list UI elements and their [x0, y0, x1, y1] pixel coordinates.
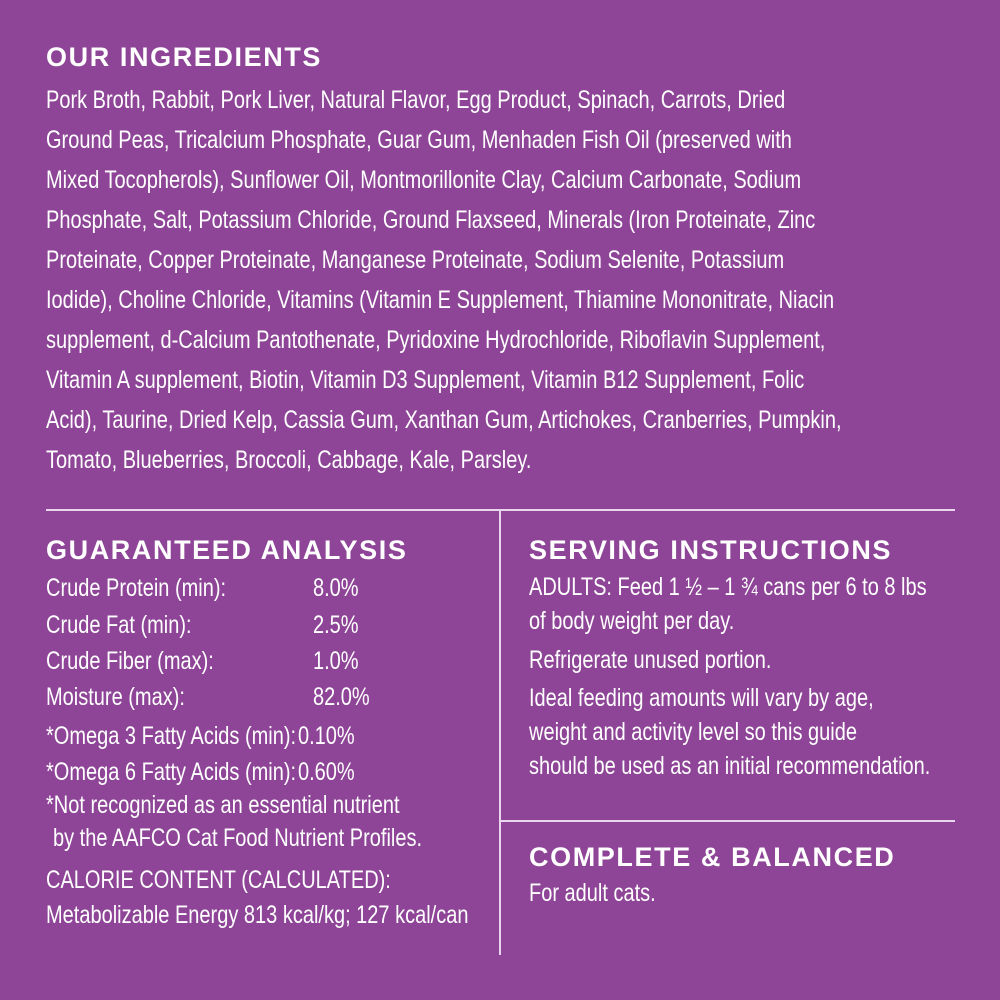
- analysis-label: Moisture (max):: [46, 683, 185, 711]
- serving-line: should be used as an initial recommendat…: [529, 752, 931, 780]
- serving-line: Refrigerate unused portion.: [529, 646, 772, 674]
- serving-line: Ideal feeding amounts will vary by age,: [529, 684, 874, 712]
- analysis-label: *Omega 6 Fatty Acids (min):: [46, 758, 297, 786]
- ingredients-line: Vitamin A supplement, Biotin, Vitamin D3…: [46, 366, 805, 394]
- analysis-label: *Omega 3 Fatty Acids (min):: [46, 722, 297, 750]
- calorie-value: Metabolizable Energy 813 kcal/kg; 127 kc…: [46, 901, 469, 929]
- analysis-value: 1.0%: [313, 647, 359, 675]
- ingredients-line: Iodide), Choline Chloride, Vitamins (Vit…: [46, 286, 835, 314]
- serving-line: of body weight per day.: [529, 607, 735, 635]
- footnote-line: by the AAFCO Cat Food Nutrient Profiles.: [53, 824, 423, 852]
- analysis-label: Crude Protein (min):: [46, 574, 227, 602]
- complete-title: COMPLETE & BALANCED: [529, 842, 896, 872]
- ingredients-line: Acid), Taurine, Dried Kelp, Cassia Gum, …: [46, 406, 842, 434]
- serving-line: ADULTS: Feed 1 ½ – 1 ¾ cans per 6 to 8 l…: [529, 573, 927, 601]
- analysis-value: 2.5%: [313, 611, 359, 639]
- footnote-line: *Not recognized as an essential nutrient: [46, 791, 400, 819]
- divider-horizontal: [46, 509, 955, 511]
- ingredients-line: Mixed Tocopherols), Sunflower Oil, Montm…: [46, 166, 802, 194]
- analysis-label: Crude Fat (min):: [46, 611, 192, 639]
- serving-title: SERVING INSTRUCTIONS: [529, 535, 893, 565]
- ingredients-line: Tomato, Blueberries, Broccoli, Cabbage, …: [46, 446, 532, 474]
- divider-right: [501, 820, 955, 822]
- analysis-label: Crude Fiber (max):: [46, 647, 214, 675]
- ingredients-line: Pork Broth, Rabbit, Pork Liver, Natural …: [46, 86, 786, 114]
- ingredients-title: OUR INGREDIENTS: [46, 42, 323, 72]
- analysis-title: GUARANTEED ANALYSIS: [46, 535, 408, 565]
- ingredients-line: Proteinate, Copper Proteinate, Manganese…: [46, 246, 785, 274]
- calorie-heading: CALORIE CONTENT (CALCULATED):: [46, 866, 391, 894]
- analysis-value: 0.10%: [298, 722, 355, 750]
- ingredients-line: Phosphate, Salt, Potassium Chloride, Gro…: [46, 206, 816, 234]
- analysis-value: 0.60%: [298, 758, 355, 786]
- analysis-value: 82.0%: [313, 683, 370, 711]
- serving-line: weight and activity level so this guide: [529, 718, 857, 746]
- divider-vertical: [499, 511, 501, 955]
- ingredients-line: Ground Peas, Tricalcium Phosphate, Guar …: [46, 126, 792, 154]
- analysis-value: 8.0%: [313, 574, 359, 602]
- ingredients-line: supplement, d-Calcium Pantothenate, Pyri…: [46, 326, 826, 354]
- complete-text: For adult cats.: [529, 879, 656, 907]
